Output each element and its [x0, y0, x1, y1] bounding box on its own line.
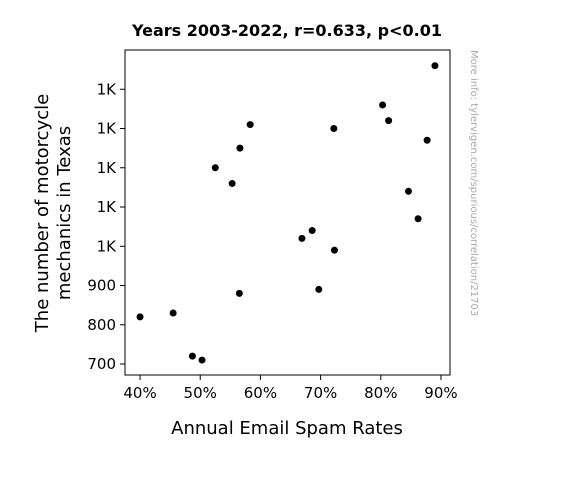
y-tick-label: 800: [87, 316, 116, 334]
y-tick-label: 700: [87, 355, 116, 373]
y-axis-label-line-1: The number of motorcycle: [32, 94, 53, 333]
data-point: [169, 309, 177, 317]
data-point: [330, 125, 338, 133]
x-tick-label: 90%: [424, 384, 457, 402]
plot-area: [124, 49, 451, 376]
watermark-text: More info: tylervigen.com/spurious/corre…: [468, 50, 479, 316]
data-points: [136, 62, 439, 364]
y-axis-label-line-2: mechanics in Texas: [54, 126, 75, 300]
data-point: [414, 215, 422, 223]
y-tick-label: 1K: [97, 159, 118, 177]
data-point: [211, 164, 219, 172]
x-tick-label: 60%: [244, 384, 277, 402]
x-axis: 40% 50% 60% 70% 80% 90%: [123, 375, 458, 402]
y-tick-label: 1K: [97, 80, 118, 98]
chart-title: Years 2003-2022, r=0.633, p<0.01: [131, 21, 442, 40]
data-point: [330, 246, 338, 254]
data-point: [315, 285, 323, 293]
data-point: [228, 179, 236, 187]
y-tick-label: 1K: [97, 198, 118, 216]
data-point: [431, 62, 439, 70]
y-tick-label: 900: [87, 277, 116, 295]
x-tick-label: 80%: [364, 384, 397, 402]
y-tick-label: 1K: [97, 120, 118, 138]
x-axis-label: Annual Email Spam Rates: [171, 418, 403, 439]
data-point: [235, 289, 243, 297]
data-point: [136, 313, 144, 321]
data-point: [236, 144, 244, 152]
data-point: [404, 187, 412, 195]
y-axis: 700 800 900 1K 1K 1K 1K 1K: [87, 80, 125, 373]
x-tick-label: 70%: [304, 384, 337, 402]
x-tick-label: 50%: [184, 384, 217, 402]
data-point: [188, 352, 196, 360]
data-point: [379, 101, 387, 109]
data-point: [385, 117, 393, 125]
data-point: [298, 234, 306, 242]
x-tick-label: 40%: [123, 384, 156, 402]
data-point: [246, 121, 254, 129]
y-tick-label: 1K: [97, 237, 118, 255]
data-point: [308, 227, 316, 235]
data-point: [423, 136, 431, 144]
data-point: [198, 356, 206, 364]
